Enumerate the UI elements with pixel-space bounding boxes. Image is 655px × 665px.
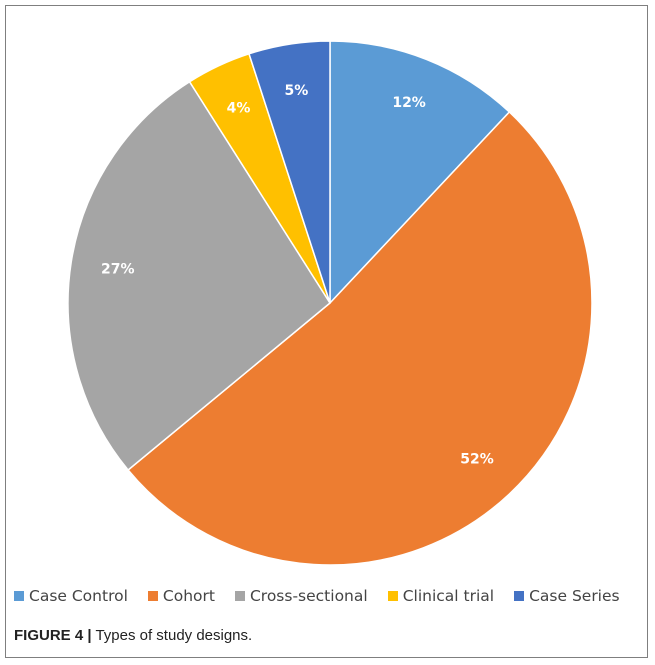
- figure-caption: FIGURE 4 | Types of study designs.: [14, 627, 252, 644]
- legend-swatch: [147, 591, 158, 601]
- legend-label: Case Series: [529, 587, 620, 605]
- data-label-cross-sectional: 27%: [101, 261, 135, 277]
- legend-label: Cross-sectional: [249, 587, 368, 605]
- data-label-cohort: 52%: [460, 452, 494, 468]
- legend: Case Control Cohort Cross-sectional Clinica…: [14, 587, 644, 605]
- legend-swatch: [234, 591, 245, 601]
- legend-label: Cohort: [162, 587, 215, 605]
- legend-swatch: [14, 591, 24, 601]
- legend-label: Case Control: [29, 587, 128, 605]
- legend-swatch: [514, 591, 525, 601]
- pie-slice-case-control: [329, 40, 511, 305]
- pie-slice-cross-sectional: [67, 80, 331, 472]
- data-label-case-control: 12%: [392, 95, 426, 111]
- figure-caption-text: Types of study designs.: [91, 627, 253, 644]
- legend-swatch: [387, 591, 398, 601]
- legend-label: Clinical trial: [402, 587, 495, 605]
- legend-item-cross-sectional: Cross-sectional: [234, 587, 368, 605]
- pie-slice-case-series: [248, 40, 331, 304]
- legend-item-clinical-trial: Clinical trial: [387, 587, 495, 605]
- pie-slice-cohort: [127, 110, 593, 566]
- data-label-case-series: 5%: [285, 83, 309, 99]
- pie-chart: 12% 52% 27% 4% 5%: [67, 40, 593, 566]
- legend-item-cohort: Cohort: [147, 587, 215, 605]
- legend-item-case-control: Case Control: [14, 587, 128, 605]
- figure-label: FIGURE 4 |: [14, 627, 92, 644]
- legend-item-case-series: Case Series: [514, 587, 620, 605]
- data-label-clinical-trial: 4%: [227, 101, 251, 117]
